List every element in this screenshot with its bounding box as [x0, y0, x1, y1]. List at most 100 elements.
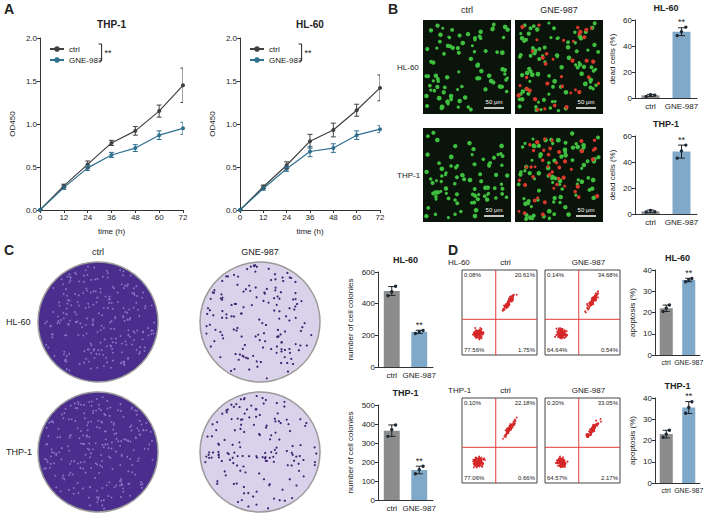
svg-text:ctrl: ctrl — [386, 504, 397, 513]
svg-text:400: 400 — [362, 299, 376, 308]
svg-text:64.57%: 64.57% — [547, 475, 568, 481]
svg-text:24: 24 — [282, 213, 291, 222]
svg-text:HL-60: HL-60 — [653, 3, 678, 13]
svg-text:400: 400 — [362, 420, 376, 429]
svg-text:0.0: 0.0 — [26, 206, 38, 215]
svg-text:20: 20 — [643, 436, 652, 445]
svg-text:number of cell colonies: number of cell colonies — [346, 279, 355, 361]
svg-text:200: 200 — [362, 458, 376, 467]
svg-text:ctrl: ctrl — [500, 258, 511, 267]
svg-text:GNE-987: GNE-987 — [674, 359, 703, 366]
svg-text:OD450: OD450 — [208, 111, 217, 137]
svg-text:0: 0 — [371, 363, 376, 372]
svg-text:48: 48 — [329, 213, 338, 222]
svg-text:12: 12 — [259, 213, 268, 222]
svg-text:ctrl: ctrl — [662, 359, 672, 366]
svg-text:HL-60: HL-60 — [296, 19, 324, 30]
svg-text:60: 60 — [623, 16, 632, 25]
svg-text:72: 72 — [376, 213, 385, 222]
svg-text:20: 20 — [623, 68, 632, 77]
svg-text:100: 100 — [362, 477, 376, 486]
svg-text:1.5: 1.5 — [226, 77, 238, 86]
svg-text:OD450: OD450 — [8, 111, 17, 137]
svg-text:0: 0 — [648, 351, 653, 360]
svg-text:apoptosis (%): apoptosis (%) — [628, 416, 637, 465]
svg-text:1.5: 1.5 — [26, 77, 38, 86]
svg-text:GNE-987: GNE-987 — [572, 386, 606, 395]
svg-text:20.61%: 20.61% — [515, 272, 536, 278]
svg-text:GNE-987: GNE-987 — [665, 218, 699, 227]
svg-text:0: 0 — [628, 94, 633, 103]
svg-text:0.54%: 0.54% — [601, 347, 619, 353]
svg-text:ctrl: ctrl — [461, 5, 473, 15]
svg-text:40: 40 — [643, 394, 652, 403]
svg-text:0.0: 0.0 — [226, 206, 238, 215]
svg-text:50 μm: 50 μm — [578, 99, 595, 105]
svg-text:GNE-987: GNE-987 — [269, 56, 303, 65]
svg-text:ctrl: ctrl — [269, 45, 280, 54]
svg-text:THP-1: THP-1 — [397, 171, 421, 180]
svg-text:GNE-987: GNE-987 — [241, 247, 279, 257]
svg-text:64.64%: 64.64% — [547, 347, 568, 353]
svg-text:600: 600 — [362, 268, 376, 277]
svg-text:0: 0 — [628, 210, 633, 219]
svg-text:**: ** — [678, 17, 686, 27]
svg-text:B: B — [388, 1, 398, 17]
svg-text:THP-1: THP-1 — [392, 388, 418, 398]
svg-text:22.18%: 22.18% — [515, 400, 536, 406]
svg-text:HL-60: HL-60 — [448, 258, 470, 267]
svg-text:30: 30 — [643, 287, 652, 296]
svg-text:40: 40 — [623, 42, 632, 51]
svg-text:10: 10 — [643, 457, 652, 466]
svg-text:50 μm: 50 μm — [486, 99, 503, 105]
svg-text:0.14%: 0.14% — [547, 272, 565, 278]
svg-text:time (h): time (h) — [98, 227, 125, 236]
svg-text:THP-1: THP-1 — [448, 386, 472, 395]
svg-text:2.0: 2.0 — [226, 34, 238, 43]
svg-text:500: 500 — [362, 401, 376, 410]
svg-text:GNE-987: GNE-987 — [403, 371, 437, 380]
svg-text:0: 0 — [38, 213, 43, 222]
svg-text:48: 48 — [131, 213, 140, 222]
svg-text:20: 20 — [623, 184, 632, 193]
svg-text:2.17%: 2.17% — [601, 475, 619, 481]
svg-text:2.0: 2.0 — [26, 34, 38, 43]
svg-text:GNE-987: GNE-987 — [403, 504, 437, 513]
svg-text:GNE-987: GNE-987 — [572, 258, 606, 267]
svg-text:77.56%: 77.56% — [464, 347, 485, 353]
svg-text:**: ** — [105, 48, 113, 58]
svg-text:300: 300 — [362, 439, 376, 448]
svg-text:C: C — [4, 242, 14, 258]
svg-text:THP-1: THP-1 — [653, 119, 679, 129]
svg-text:HL-60: HL-60 — [6, 317, 31, 327]
svg-text:77.06%: 77.06% — [464, 475, 485, 481]
svg-text:THP-1: THP-1 — [664, 381, 690, 391]
svg-text:30: 30 — [643, 415, 652, 424]
svg-text:GNE-987: GNE-987 — [540, 5, 578, 15]
svg-text:0.08%: 0.08% — [464, 272, 482, 278]
svg-text:0.5: 0.5 — [226, 163, 238, 172]
svg-text:34.68%: 34.68% — [598, 272, 619, 278]
svg-text:1.75%: 1.75% — [518, 347, 536, 353]
svg-text:40: 40 — [643, 266, 652, 275]
svg-text:number of cell colonies: number of cell colonies — [346, 412, 355, 494]
svg-text:0.10%: 0.10% — [464, 400, 482, 406]
svg-text:1.0: 1.0 — [26, 120, 38, 129]
svg-text:0: 0 — [238, 213, 243, 222]
svg-text:ctrl: ctrl — [662, 487, 672, 494]
svg-text:dead cells (%): dead cells (%) — [608, 33, 617, 84]
svg-text:60: 60 — [155, 213, 164, 222]
svg-text:36: 36 — [107, 213, 116, 222]
svg-text:72: 72 — [179, 213, 188, 222]
svg-text:0.66%: 0.66% — [518, 475, 536, 481]
svg-text:**: ** — [305, 48, 313, 58]
svg-text:60: 60 — [623, 132, 632, 141]
svg-text:0: 0 — [648, 479, 653, 488]
svg-text:40: 40 — [623, 158, 632, 167]
svg-text:A: A — [4, 1, 14, 17]
svg-text:HL-60: HL-60 — [393, 255, 418, 265]
svg-text:HL-60: HL-60 — [397, 63, 419, 72]
svg-text:HL-60: HL-60 — [665, 253, 690, 263]
svg-text:GNE-987: GNE-987 — [674, 487, 703, 494]
svg-text:33.05%: 33.05% — [598, 400, 619, 406]
